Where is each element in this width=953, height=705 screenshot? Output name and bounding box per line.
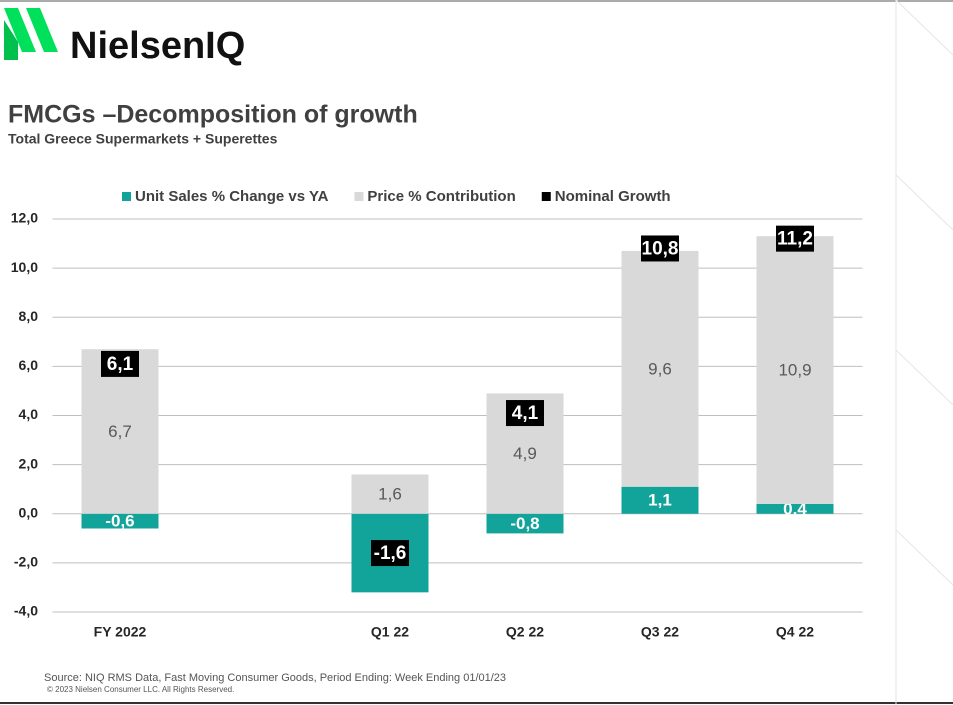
chart-subtitle: Total Greece Supermarkets + Superettes: [8, 131, 278, 147]
x-tick-label: FY 2022: [94, 624, 147, 640]
total-value: -1,6: [374, 543, 407, 564]
y-tick-label: 10,0: [11, 259, 38, 275]
x-tick-label: Q2 22: [506, 624, 544, 640]
y-tick-label: 0,0: [19, 504, 39, 520]
bar-segment: [756, 236, 834, 504]
total-value: 11,2: [777, 229, 813, 250]
y-tick-label: -2,0: [14, 554, 38, 570]
legend-swatch: [122, 192, 131, 201]
total-value: 10,8: [642, 238, 679, 259]
data-label: -0,6: [105, 512, 134, 531]
y-tick-label: 4,0: [19, 406, 39, 422]
data-label: 1,1: [648, 491, 672, 510]
legend-swatch: [541, 192, 551, 201]
y-tick-label: 6,0: [19, 357, 39, 373]
data-label: -0,8: [510, 514, 539, 533]
total-label: 10,8: [641, 235, 679, 262]
legend: Unit Sales % Change vs YA Price % Contrib…: [122, 188, 671, 205]
total-box: [101, 350, 139, 377]
bar-segment: [351, 474, 429, 514]
chart-title: FMCGs –Decomposition of growth: [8, 101, 418, 129]
y-tick-label: 12,0: [11, 210, 38, 226]
total-value: 4,1: [512, 403, 539, 424]
total-label: 11,2: [776, 225, 814, 252]
y-tick-label: 2,0: [19, 455, 39, 471]
side-decoration: [895, 0, 953, 705]
total-label: 4,1: [506, 400, 544, 427]
total-label: 6,1: [101, 350, 139, 377]
total-value: 6,1: [107, 354, 134, 375]
bar-segment: [756, 503, 834, 514]
bar-segment: [81, 513, 159, 529]
x-tick-label: Q4 22: [776, 624, 814, 640]
total-box: [371, 540, 409, 567]
bar-segment: [486, 513, 564, 534]
total-box: [776, 225, 814, 252]
source-note: Source: NIQ RMS Data, Fast Moving Consum…: [44, 672, 506, 684]
legend-swatch: [354, 192, 364, 201]
logo-mark: [4, 8, 58, 60]
bar-segment: [621, 486, 699, 514]
bar-segment: [621, 250, 699, 487]
y-tick-label: 8,0: [19, 308, 39, 324]
data-label: 0,4: [783, 499, 807, 518]
legend-label: Price % Contribution: [367, 188, 515, 205]
total-label: -1,6: [371, 540, 409, 567]
logo-text: NielsenIQ: [70, 25, 245, 67]
data-label: 9,6: [648, 359, 672, 378]
total-box: [506, 400, 544, 427]
y-tick-label: -4,0: [14, 603, 38, 619]
data-label: 4,9: [513, 444, 537, 463]
data-label: 1,6: [378, 485, 402, 504]
legend-label: Unit Sales % Change vs YA: [135, 188, 329, 205]
x-tick-label: Q3 22: [641, 624, 679, 640]
legend-label: Nominal Growth: [555, 188, 671, 205]
total-box: [641, 235, 679, 262]
copyright: © 2023 Nielsen Consumer LLC. All Rights …: [47, 685, 234, 694]
data-label: 6,7: [108, 422, 132, 441]
x-tick-label: Q1 22: [371, 624, 409, 640]
data-label: 10,9: [778, 361, 811, 380]
